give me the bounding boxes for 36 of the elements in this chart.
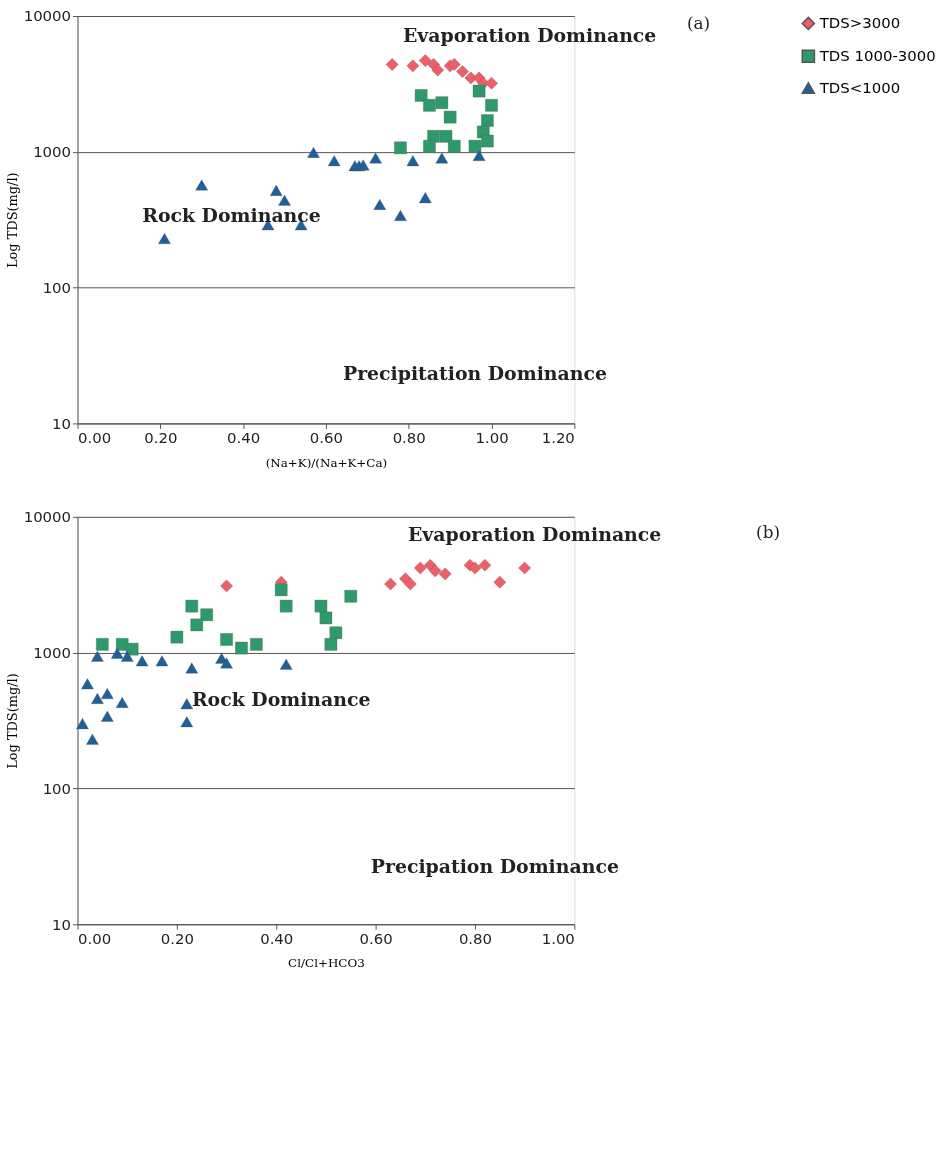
annotation: Precipitation Dominance [342,362,607,385]
x-tick-label: 0.80 [458,929,493,948]
y-tick-label: 10 [52,915,72,934]
legend-label: TDS 1000-3000 [818,47,936,66]
x-tick-label: 0.20 [160,929,194,948]
x-tick-label: 0.60 [309,428,343,447]
annotation: Rock Dominance [191,688,371,711]
x-tick-label: 0.40 [260,929,294,948]
y-tick-label: 10000 [23,7,72,26]
annotation: Evaporation Dominance [402,24,657,47]
x-tick-label: 1.20 [541,428,575,447]
x-axis-title: Cl/Cl+HCO3 [288,956,365,971]
legend-label: TDS>3000 [818,14,901,33]
x-axis-title: (Na+K)/(Na+K+Ca) [265,455,388,470]
y-tick-label: 10 [52,414,72,433]
x-tick-label: 0.20 [144,428,178,447]
y-tick-label: 1000 [33,143,72,162]
x-tick-label: 1.00 [541,929,575,948]
y-tick-label: 1000 [33,644,72,663]
x-tick-label: 0.00 [78,929,112,948]
y-axis-title: Log TDS(mg/l) [4,172,20,268]
y-tick-label: 100 [42,279,72,298]
annotation: Evaporation Dominance [407,523,662,546]
y-tick-label: 100 [42,779,72,798]
x-tick-label: 0.80 [392,428,426,447]
text: (b) [756,522,781,543]
x-tick-label: 0.00 [78,428,112,447]
text: (a) [686,13,711,34]
legend-label: TDS<1000 [818,79,901,98]
annotation: Rock Dominance [142,203,321,226]
x-tick-label: 0.40 [227,428,261,447]
x-tick-label: 1.00 [475,428,509,447]
y-tick-label: 10000 [23,508,72,527]
x-tick-label: 0.60 [359,929,393,948]
annotation: Precipation Dominance [370,855,619,878]
y-axis-title: Log TDS(mg/l) [4,673,20,769]
